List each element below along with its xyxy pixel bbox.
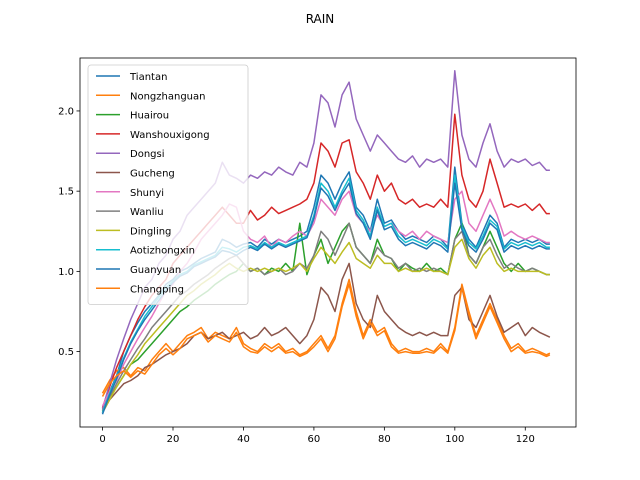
- series-line-gucheng: [101, 262, 551, 413]
- x-axis: 0 20 40 60 80 100 120: [99, 427, 535, 445]
- y-tick-label: 0.5: [58, 347, 74, 358]
- x-tick-label: 60: [308, 434, 321, 445]
- y-tick-label: 1.5: [58, 187, 74, 198]
- legend-label: Dongsi: [130, 149, 165, 160]
- y-axis: 0.5 1.0 1.5 2.0: [58, 106, 80, 358]
- legend-label: Aotizhongxin: [130, 246, 195, 257]
- chart-title: RAIN: [306, 12, 335, 26]
- x-tick-label: 0: [99, 434, 105, 445]
- x-tick-label: 40: [237, 434, 250, 445]
- legend-label: Tiantan: [129, 72, 167, 83]
- axes-frame: [79, 57, 577, 428]
- legend-label: Shunyi: [130, 188, 164, 199]
- legend-label: Gucheng: [130, 169, 175, 180]
- series-line-changping: [101, 283, 551, 397]
- legend-label: Changping: [130, 284, 184, 295]
- x-tick-label: 80: [378, 434, 391, 445]
- legend-label: Wanliu: [130, 207, 164, 218]
- legend: Tiantan Nongzhanguan Huairou Wanshouxigong D…: [87, 64, 249, 306]
- legend-label: Wanshouxigong: [130, 130, 210, 141]
- series-line-nongzhanguan: [101, 278, 551, 394]
- legend-label: Dingling: [130, 226, 171, 237]
- y-tick-label: 2.0: [58, 106, 74, 117]
- series-line-dingling: [101, 238, 550, 413]
- legend-label: Huairou: [130, 111, 169, 122]
- legend-label: Guanyuan: [130, 265, 181, 276]
- y-tick-label: 1.0: [58, 267, 74, 278]
- x-tick-label: 20: [167, 434, 180, 445]
- x-tick-label: 100: [445, 434, 464, 445]
- x-tick-label: 120: [516, 434, 535, 445]
- legend-box: [87, 64, 249, 306]
- legend-label: Nongzhanguan: [130, 91, 206, 102]
